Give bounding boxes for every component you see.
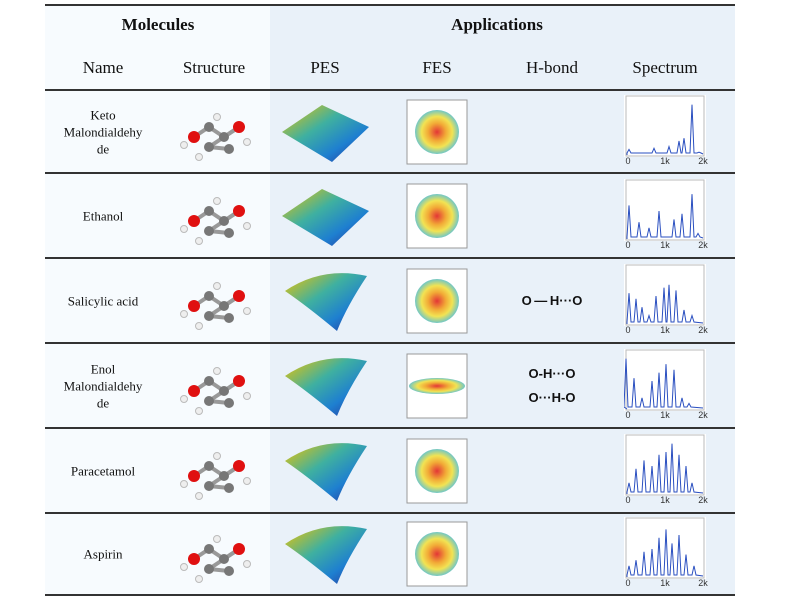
spectrum-tick-label: 0 bbox=[625, 239, 631, 250]
spectrum-tick-label: 1k bbox=[660, 324, 670, 335]
spectrum-tick-label: 1k bbox=[660, 409, 670, 420]
row-rule bbox=[45, 427, 735, 429]
hbond-label: O-H···O O···H-O bbox=[528, 365, 576, 405]
molecule-structure-image bbox=[180, 196, 251, 245]
spectrum-tick-label: 1k bbox=[660, 239, 670, 250]
row-rule bbox=[45, 342, 735, 344]
spectrum-tick-label: 0 bbox=[625, 409, 631, 420]
fes-map-image bbox=[406, 353, 468, 418]
column-header-fes: FES bbox=[422, 58, 452, 77]
pes-surface-image bbox=[285, 442, 367, 501]
column-header-spectrum: Spectrum bbox=[632, 58, 698, 77]
spectrum-tick-label: 1k bbox=[660, 494, 670, 505]
spectrum-tick-label: 2k bbox=[698, 239, 708, 250]
group-header-molecules: Molecules bbox=[121, 15, 195, 34]
molecule-structure-image bbox=[180, 281, 251, 330]
spectrum-tick-label: 1k bbox=[660, 577, 670, 588]
column-header-hbond: H-bond bbox=[526, 58, 578, 77]
molecule-structure-image bbox=[180, 112, 251, 161]
spectrum-plot bbox=[624, 94, 706, 157]
molecule-structure-image bbox=[180, 534, 251, 583]
spectrum-tick-label: 0 bbox=[625, 324, 631, 335]
hbond-label: O — H···O bbox=[521, 292, 583, 308]
column-header-structure: Structure bbox=[182, 58, 246, 77]
pes-surface-image bbox=[282, 104, 369, 162]
spectrum-tick-label: 0 bbox=[625, 577, 631, 588]
pes-surface-image bbox=[282, 188, 369, 246]
spectrum-tick-label: 0 bbox=[625, 494, 631, 505]
spectrum-tick-label: 2k bbox=[698, 577, 708, 588]
spectrum-tick-label: 2k bbox=[698, 494, 708, 505]
pes-surface-image bbox=[285, 525, 367, 584]
fes-map-image bbox=[406, 268, 468, 333]
fes-map-image bbox=[406, 521, 468, 586]
molecule-name: Salicylic acid bbox=[67, 293, 139, 308]
molecule-name: Aspirin bbox=[83, 546, 123, 561]
spectrum-tick-label: 2k bbox=[698, 155, 708, 166]
bottom-rule bbox=[45, 594, 735, 596]
pes-surface-image bbox=[285, 272, 367, 331]
row-rule bbox=[45, 512, 735, 514]
spectrum-plot bbox=[624, 516, 706, 579]
spectrum-tick-label: 0 bbox=[625, 155, 631, 166]
fes-map-image bbox=[406, 438, 468, 503]
fes-map-image bbox=[406, 99, 468, 164]
spectrum-tick-label: 2k bbox=[698, 324, 708, 335]
molecule-name: Keto Malondialdehy de bbox=[63, 107, 143, 156]
spectrum-plot bbox=[624, 348, 706, 411]
column-header-name: Name bbox=[82, 58, 124, 77]
header-rule bbox=[45, 89, 735, 91]
spectrum-plot bbox=[624, 178, 706, 241]
molecule-structure-image bbox=[180, 451, 251, 500]
top-rule bbox=[45, 4, 735, 6]
molecule-name: Paracetamol bbox=[70, 463, 136, 478]
spectrum-tick-label: 2k bbox=[698, 409, 708, 420]
molecule-name: Enol Malondialdehy de bbox=[63, 361, 143, 410]
molecule-structure-image bbox=[180, 366, 251, 415]
column-header-pes: PES bbox=[310, 58, 340, 77]
molecule-name: Ethanol bbox=[82, 208, 124, 223]
spectrum-plot bbox=[624, 263, 706, 326]
fes-map-image bbox=[406, 183, 468, 248]
spectrum-tick-label: 1k bbox=[660, 155, 670, 166]
pes-surface-image bbox=[285, 357, 367, 416]
spectrum-plot bbox=[624, 433, 706, 496]
row-rule bbox=[45, 257, 735, 259]
row-rule bbox=[45, 172, 735, 174]
group-header-applications: Applications bbox=[451, 15, 543, 34]
